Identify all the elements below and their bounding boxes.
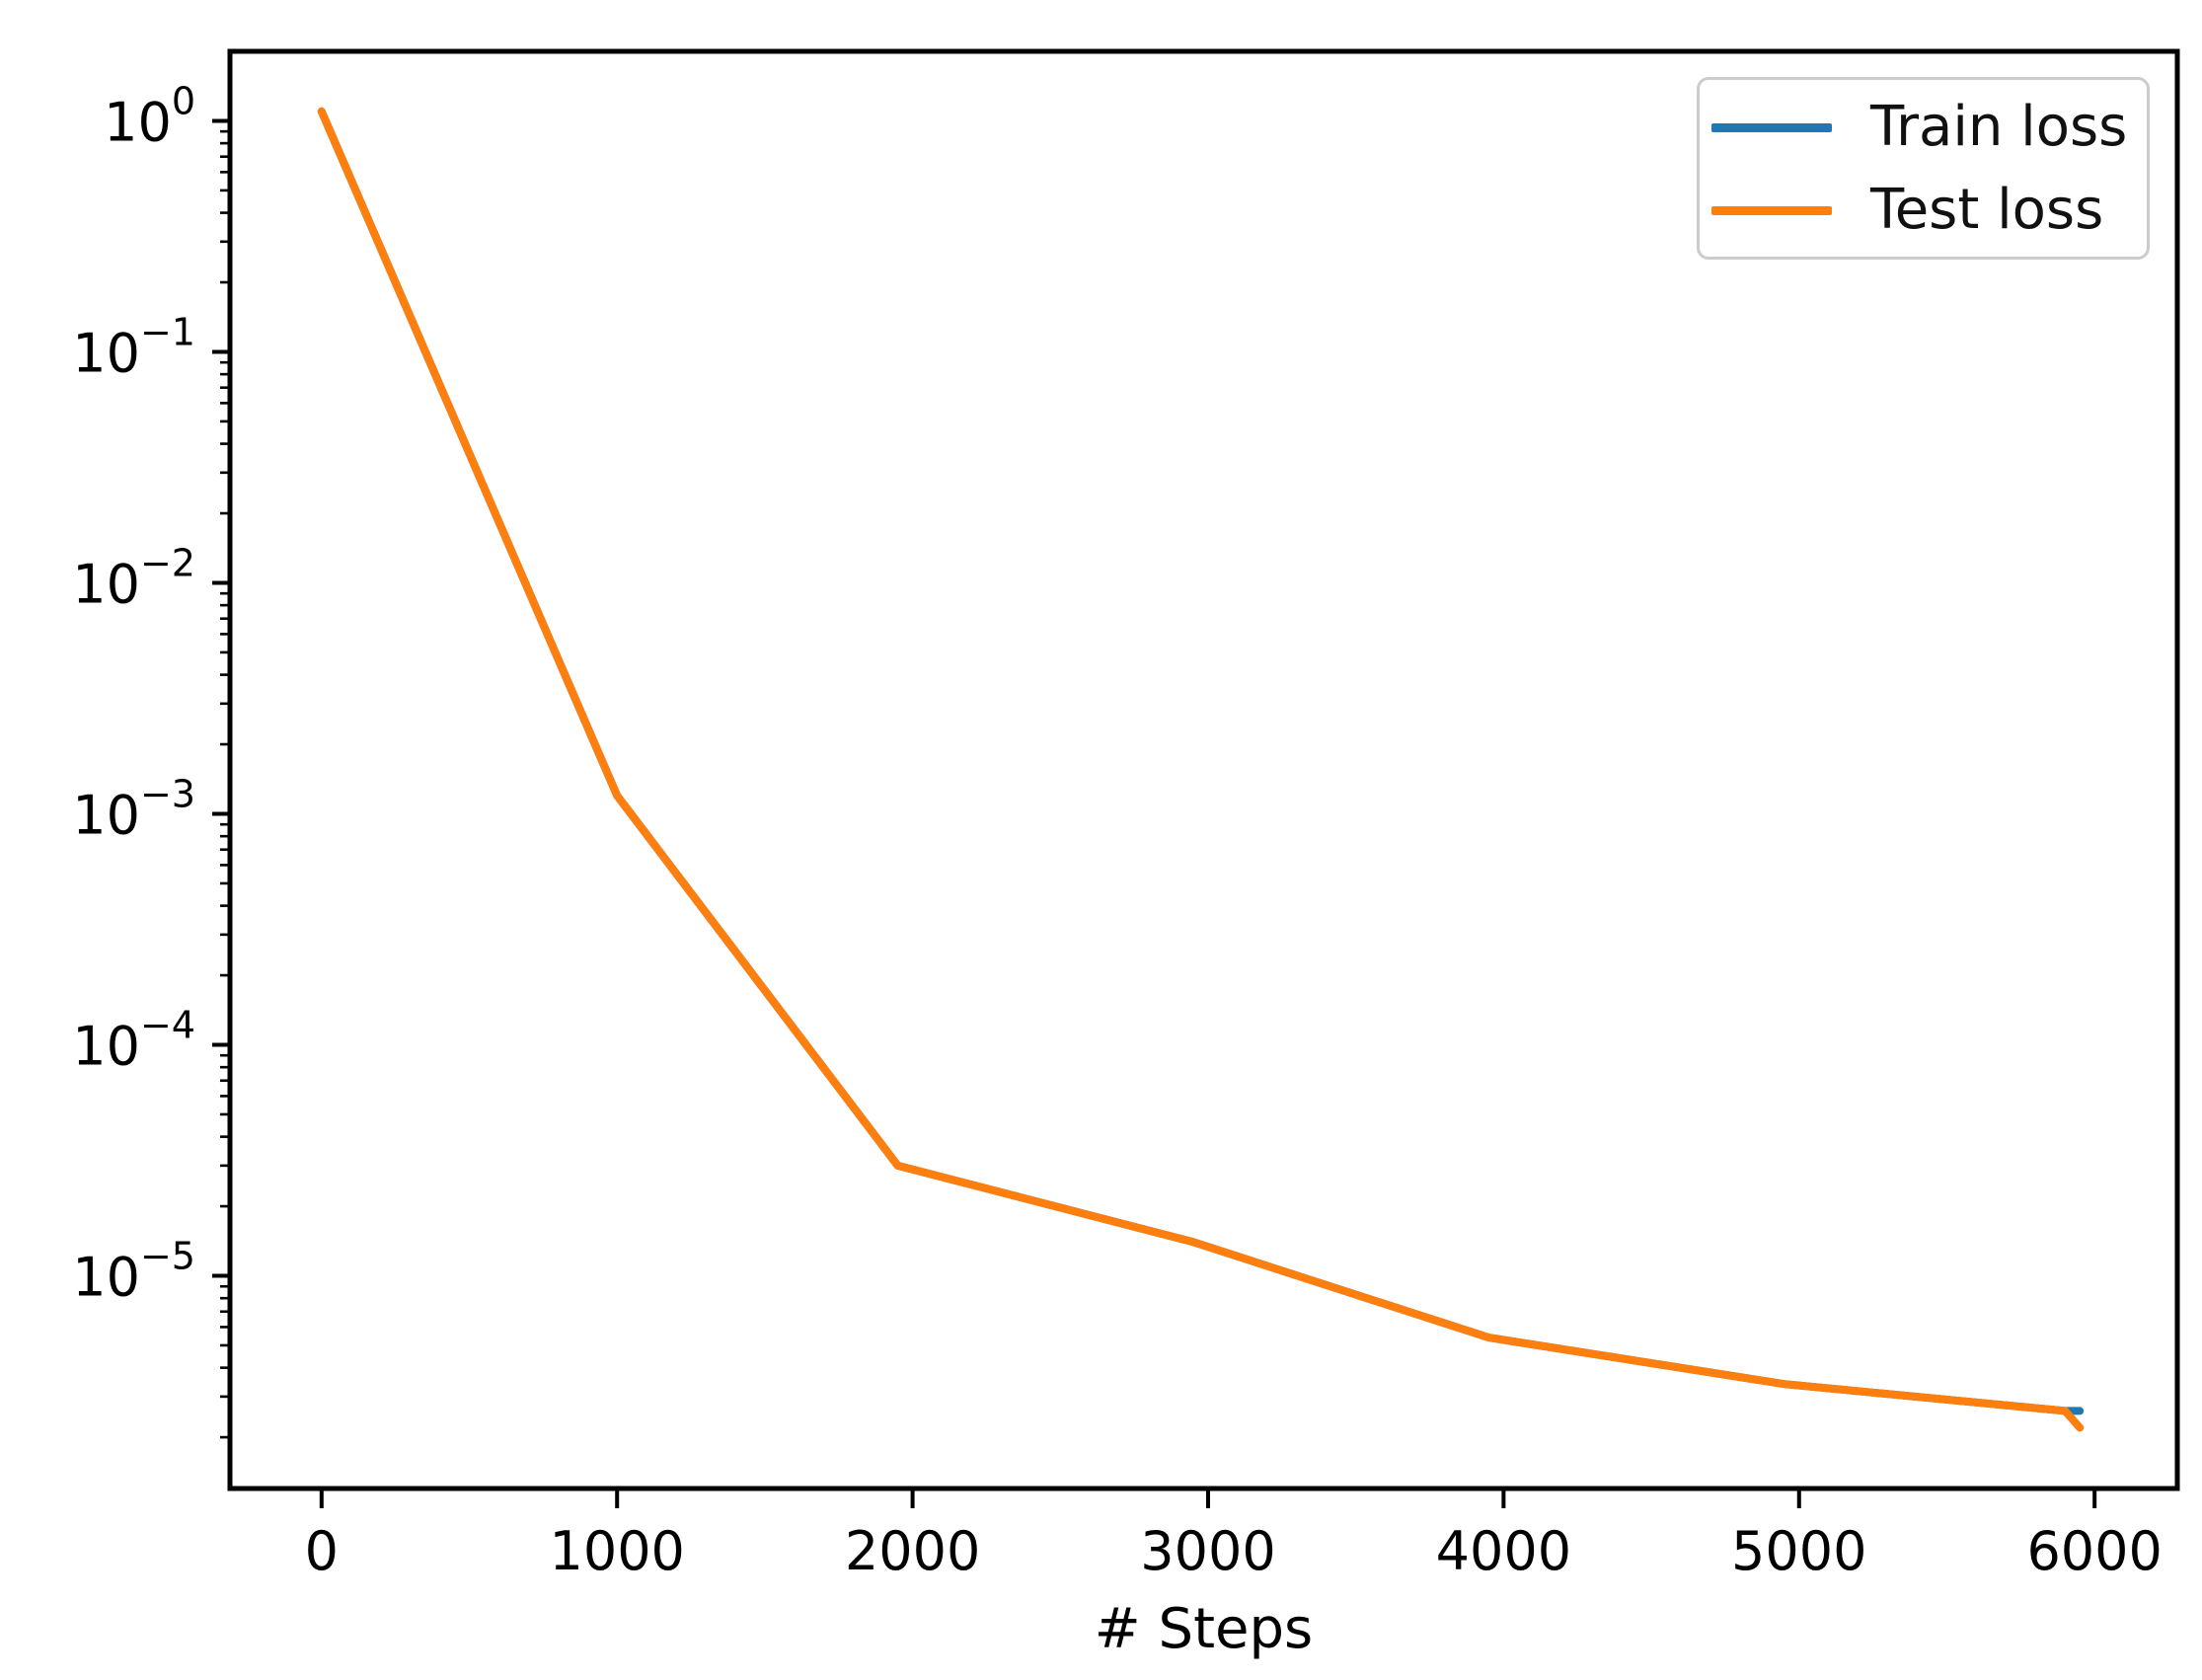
legend: Train loss Test loss (1697, 77, 2150, 260)
legend-label-test: Test loss (1870, 178, 2104, 242)
x-tick-label: 2000 (845, 1520, 980, 1582)
x-tick-label: 3000 (1140, 1520, 1275, 1582)
legend-label-train: Train loss (1870, 95, 2128, 159)
plot-border (227, 48, 2180, 1491)
x-axis-title: # Steps (1094, 1597, 1314, 1661)
legend-item-train: Train loss (1700, 100, 2147, 155)
train-loss-swatch (1711, 122, 1832, 132)
test-loss-line (317, 107, 2085, 1432)
train-loss-line (317, 107, 2085, 1415)
legend-item-test: Test loss (1700, 183, 2147, 238)
test-loss-swatch (1711, 205, 1832, 215)
y-tick-label: 10−2 (72, 541, 195, 615)
y-tick-label: 10−3 (72, 772, 195, 846)
y-tick-label: 10−5 (72, 1235, 195, 1309)
x-tick-label: 6000 (2026, 1520, 2162, 1582)
x-tick-label: 5000 (1731, 1520, 1866, 1582)
x-tick-label: 1000 (549, 1520, 684, 1582)
y-tick-label: 10−1 (72, 310, 195, 384)
y-tick-label: 10−4 (72, 1004, 195, 1078)
x-tick-label: 4000 (1436, 1520, 1571, 1582)
x-tick-label: 0 (305, 1520, 339, 1582)
y-tick-label: 100 (104, 79, 195, 153)
